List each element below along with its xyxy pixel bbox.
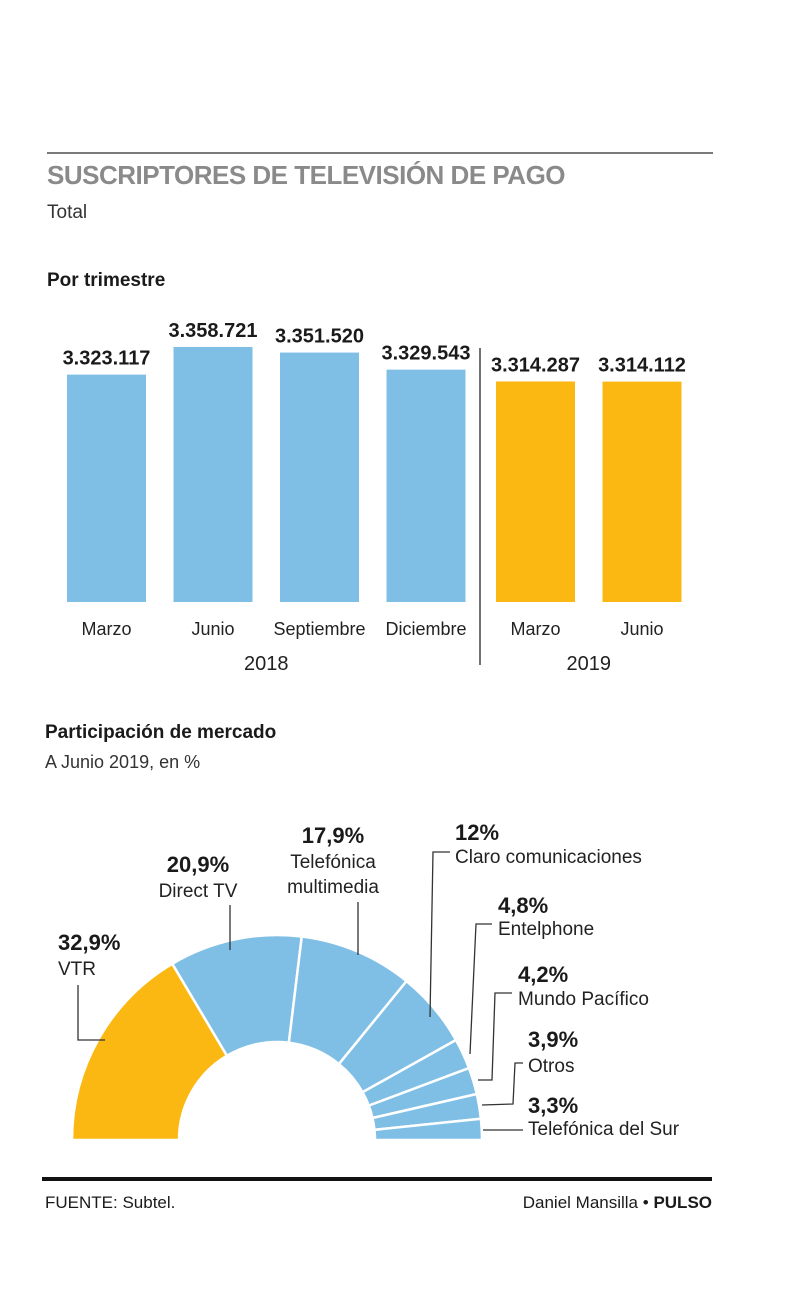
slice-name-label: Direct TV (159, 881, 238, 902)
slice-value-label: 4,8% (498, 893, 548, 918)
leader-line (478, 992, 512, 1081)
top-rule (47, 152, 713, 154)
bar (280, 352, 359, 602)
x-tick-label: Septiembre (273, 619, 365, 639)
x-tick-label: Marzo (81, 619, 131, 639)
bar-value-label: 3.323.117 (63, 348, 151, 370)
leader-line (429, 851, 450, 1018)
bar (173, 346, 253, 602)
credit-separator: • (642, 1193, 649, 1212)
author-name: Daniel Mansilla (522, 1193, 639, 1212)
bar (602, 381, 682, 602)
brand-name: PULSO (653, 1193, 712, 1212)
slice-value-label: 12% (455, 820, 499, 845)
slice-name-label: Telefónica del Sur (528, 1119, 680, 1140)
slice-name-label: VTR (58, 959, 96, 980)
pie-slice (373, 1117, 484, 1142)
x-tick-label: Marzo (510, 619, 560, 639)
credit-line: Daniel Mansilla • PULSO (523, 1193, 712, 1213)
leader-line (469, 923, 492, 1055)
slice-name-label: Otros (528, 1056, 574, 1077)
bar (67, 374, 146, 602)
x-tick-label: Junio (191, 619, 234, 639)
bar-value-label: 3.329.543 (382, 343, 471, 365)
bottom-rule (42, 1177, 712, 1181)
slice-value-label: 3,9% (528, 1027, 578, 1052)
x-tick-label: Junio (620, 619, 663, 639)
bar-value-label: 3.314.287 (491, 354, 580, 376)
bar (496, 381, 575, 602)
bar (386, 369, 466, 602)
pie-section-subtitle: A Junio 2019, en % (45, 752, 201, 772)
slice-name-label: Mundo Pacífico (518, 989, 649, 1010)
slice-value-label: 3,3% (528, 1093, 578, 1118)
year-group-label: 2019 (567, 653, 612, 675)
bar-value-label: 3.351.520 (275, 326, 364, 348)
pie-slice (70, 962, 229, 1142)
leader-line (481, 1062, 523, 1106)
slice-value-label: 20,9% (167, 852, 229, 877)
slice-name-label: multimedia (287, 877, 379, 898)
pie-section-title: Participación de mercado (45, 722, 277, 743)
bar-section-title: Por trimestre (47, 270, 166, 291)
x-tick-label: Diciembre (385, 619, 466, 639)
slice-value-label: 17,9% (302, 823, 364, 848)
bar-value-label: 3.358.721 (169, 320, 258, 342)
slice-value-label: 32,9% (58, 930, 120, 955)
leader-line (77, 985, 105, 1041)
slice-value-label: 4,2% (518, 962, 568, 987)
chart-subtitle: Total (47, 202, 88, 223)
slice-name-label: Telefónica (290, 852, 376, 873)
chart-title: SUSCRIPTORES DE TELEVISIÓN DE PAGO (47, 160, 566, 190)
source-note: FUENTE: Subtel. (45, 1193, 176, 1212)
bar-chart: 3.323.117 Marzo 3.358.721 Junio 3.351.520 Sep… (63, 320, 686, 675)
bar-value-label: 3.314.112 (598, 355, 686, 377)
slice-name-label: Claro comunicaciones (455, 847, 642, 868)
year-group-label: 2018 (244, 653, 289, 675)
slice-name-label: Entelphone (498, 919, 594, 940)
